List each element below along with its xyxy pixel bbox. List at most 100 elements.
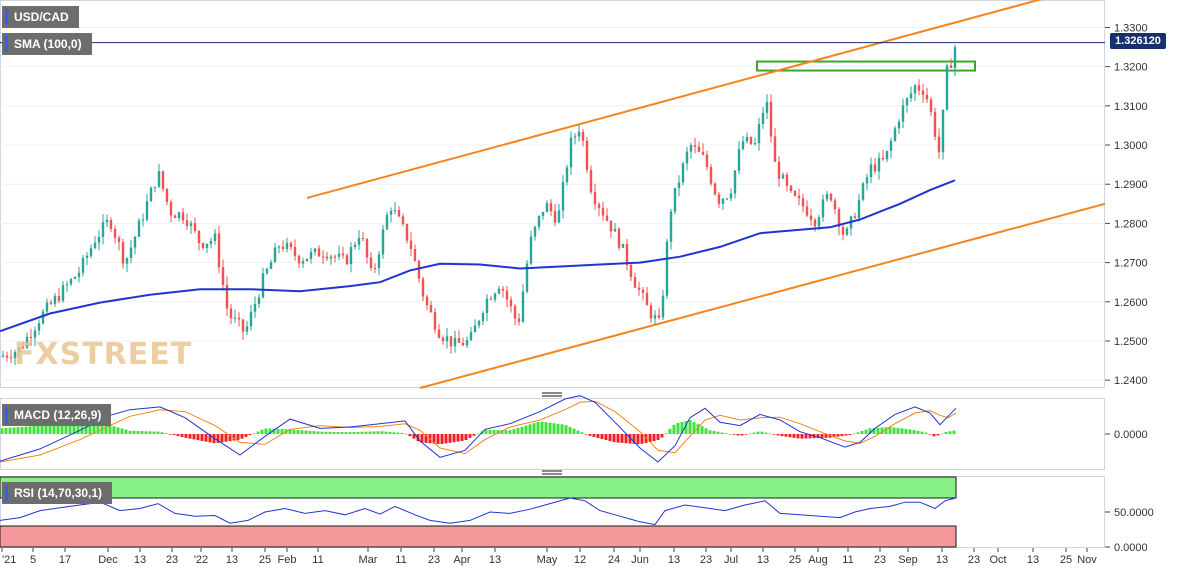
candle-body [733, 170, 737, 194]
candle-body [581, 131, 585, 141]
x-tick-label: 25 [1060, 554, 1072, 566]
candle-body [577, 131, 581, 137]
candle-body [17, 347, 21, 352]
macd-histogram-bar [252, 433, 256, 434]
candle-body [885, 150, 889, 160]
macd-histogram-bar [540, 421, 544, 434]
macd-histogram-bar [720, 432, 724, 434]
macd-histogram-bar [940, 433, 944, 435]
macd-histogram-bar [800, 434, 804, 439]
macd-histogram-bar [752, 432, 756, 434]
macd-histogram-bar [60, 425, 64, 434]
macd-histogram-bar [384, 431, 388, 434]
macd-histogram-bar [824, 434, 828, 438]
macd-histogram-bar [764, 432, 768, 434]
macd-histogram-bar [456, 434, 460, 442]
macd-histogram-bar [604, 434, 608, 441]
candle-body [921, 90, 925, 95]
macd-histogram-bar [312, 431, 316, 434]
candle-body [21, 347, 25, 349]
macd-histogram-bar [108, 425, 112, 434]
candle-body [561, 182, 565, 211]
rsi-tag[interactable]: RSI (14,70,30,1) [2, 482, 113, 504]
macd-histogram-bar [836, 434, 840, 437]
macd-histogram-bar [796, 434, 800, 439]
candle-body [941, 109, 945, 153]
pane-divider-handle[interactable] [542, 395, 562, 397]
macd-line [0, 395, 957, 463]
macd-histogram-bar [4, 427, 8, 434]
candle-body [809, 215, 813, 220]
candle-body [721, 198, 725, 204]
y-tick-label: 0.0000 [1114, 429, 1148, 441]
candle-body [877, 157, 881, 172]
macd-histogram-bar [792, 434, 796, 438]
candle-body [229, 308, 233, 319]
sma-tag[interactable]: SMA (100,0) [2, 33, 92, 55]
macd-histogram-bar [944, 431, 948, 434]
macd-histogram-bar [348, 432, 352, 434]
candle-body [345, 255, 349, 265]
candle-body [189, 223, 193, 226]
trend-line[interactable] [306, 0, 1050, 199]
macd-histogram-bar [32, 426, 36, 434]
trend-line[interactable] [419, 202, 1106, 389]
candle-body [645, 292, 649, 306]
candle-body [81, 257, 85, 273]
candle-body [797, 195, 801, 199]
candle-body [909, 93, 913, 99]
macd-histogram-bar [468, 434, 472, 438]
macd-panel[interactable]: 0.0000 [0, 395, 1148, 470]
candle-body [761, 112, 765, 124]
macd-histogram-bar [248, 434, 252, 436]
x-tick-label: Dec [98, 554, 118, 566]
rsi-axis-ticks: 50.0000 0.0000 [1105, 507, 1154, 554]
candle-body [389, 210, 393, 215]
candle-body [61, 285, 65, 301]
candle-body [881, 157, 885, 160]
macd-histogram-bar [500, 430, 504, 434]
macd-histogram-bar [96, 424, 100, 434]
x-tick-label: 11 [842, 554, 853, 566]
macd-histogram-bar [676, 422, 680, 434]
candle-body [753, 143, 757, 145]
macd-histogram-bar [672, 424, 676, 434]
candle-body [25, 337, 29, 348]
candle-body [785, 174, 789, 186]
macd-histogram-bar [84, 424, 88, 434]
candle-body [349, 246, 353, 265]
candle-body [165, 188, 169, 202]
symbol-tag[interactable]: USD/CAD [2, 6, 79, 28]
macd-histogram-bar [188, 434, 192, 439]
y-tick-label: 1.2900 [1114, 179, 1148, 191]
x-tick-label: 13 [226, 554, 238, 566]
candle-body [517, 318, 521, 322]
candle-body [573, 136, 577, 138]
macd-histogram-bar [872, 428, 876, 434]
candle-body [841, 227, 845, 235]
macd-histogram-bar [496, 430, 500, 434]
pane-divider-handle[interactable] [542, 473, 562, 475]
macd-histogram-bar [684, 420, 688, 434]
macd-histogram-bar [140, 431, 144, 434]
candle-body [837, 209, 841, 228]
macd-histogram-bar [224, 434, 228, 442]
macd-histogram-bar [632, 434, 636, 444]
macd-histogram-bar [424, 434, 428, 443]
macd-histogram-bar [412, 434, 416, 439]
candle-body [153, 186, 157, 188]
candle-body [97, 236, 101, 243]
price-panel[interactable]: 1.3300 1.3200 1.3100 1.3000 1.2900 1.2800 1.27… [0, 0, 1148, 389]
macd-histogram-bar [452, 434, 456, 443]
macd-tag[interactable]: MACD (12,26,9) [2, 404, 112, 426]
pane-divider-handle[interactable] [542, 470, 562, 472]
candle-body [729, 193, 733, 199]
candle-body [149, 187, 153, 202]
macd-histogram-bar [168, 434, 172, 435]
pane-divider-handle[interactable] [542, 392, 562, 394]
macd-histogram-bar [316, 431, 320, 434]
candle-body [173, 215, 177, 218]
macd-histogram-bar [388, 431, 392, 434]
rsi-panel[interactable]: 50.0000 0.0000 [0, 476, 1154, 555]
candle-body [949, 65, 953, 69]
